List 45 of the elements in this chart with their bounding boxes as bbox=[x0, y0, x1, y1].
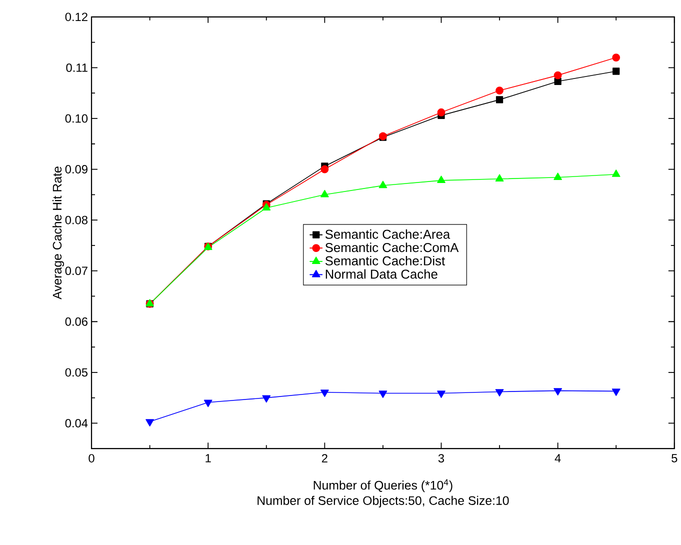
y-tick-label: 0.05 bbox=[65, 368, 88, 377]
y-tick-label: 0.12 bbox=[65, 12, 88, 22]
y-tick-label: 0.04 bbox=[65, 418, 88, 428]
x-tick-label: 4 bbox=[554, 454, 561, 462]
point bbox=[554, 71, 562, 80]
point bbox=[437, 390, 446, 398]
point bbox=[262, 395, 271, 403]
y-tick-label: 0.09 bbox=[65, 165, 88, 174]
point bbox=[320, 390, 329, 397]
point bbox=[437, 176, 446, 183]
x-tick-label: 1 bbox=[206, 454, 211, 462]
x-tick-label: 5 bbox=[672, 454, 678, 462]
point bbox=[495, 174, 504, 182]
y-axis-title: Average Cache Hit Rate bbox=[52, 166, 64, 300]
y-tick-label: 0.10 bbox=[65, 114, 88, 123]
point bbox=[146, 419, 154, 426]
legend-label: Semantic Cache:Area bbox=[325, 229, 450, 239]
point bbox=[437, 108, 446, 116]
point bbox=[262, 203, 271, 210]
point bbox=[554, 388, 562, 396]
y-tick-label: 0.07 bbox=[65, 266, 88, 276]
x-tick-label: 2 bbox=[322, 454, 328, 462]
point bbox=[496, 86, 504, 94]
y-tick-label: 0.08 bbox=[65, 216, 88, 224]
x-axis-title: Number of Queries (*10$^{4}$) bbox=[314, 479, 452, 492]
point bbox=[612, 68, 620, 75]
point bbox=[320, 165, 329, 174]
point bbox=[612, 170, 620, 177]
x-tick-label: 3 bbox=[438, 454, 444, 462]
legend-label: Semantic Cache:ComA bbox=[325, 242, 459, 252]
legend-label: Semantic Cache:Dist bbox=[325, 256, 445, 266]
point bbox=[495, 389, 504, 396]
x-tick-label: 0 bbox=[88, 454, 94, 462]
y-tick-label: 0.06 bbox=[65, 317, 88, 326]
y-tick-label: 0.11 bbox=[66, 63, 88, 72]
point bbox=[496, 96, 504, 104]
point bbox=[554, 172, 562, 180]
legend-label: Normal Data Cache bbox=[326, 269, 438, 279]
point bbox=[204, 400, 212, 408]
point bbox=[320, 190, 329, 198]
point bbox=[612, 388, 620, 396]
text: Number of Service Objects:50, Cache Size:10 bbox=[258, 496, 509, 508]
point bbox=[612, 54, 620, 62]
point bbox=[378, 180, 388, 188]
point bbox=[378, 390, 388, 398]
